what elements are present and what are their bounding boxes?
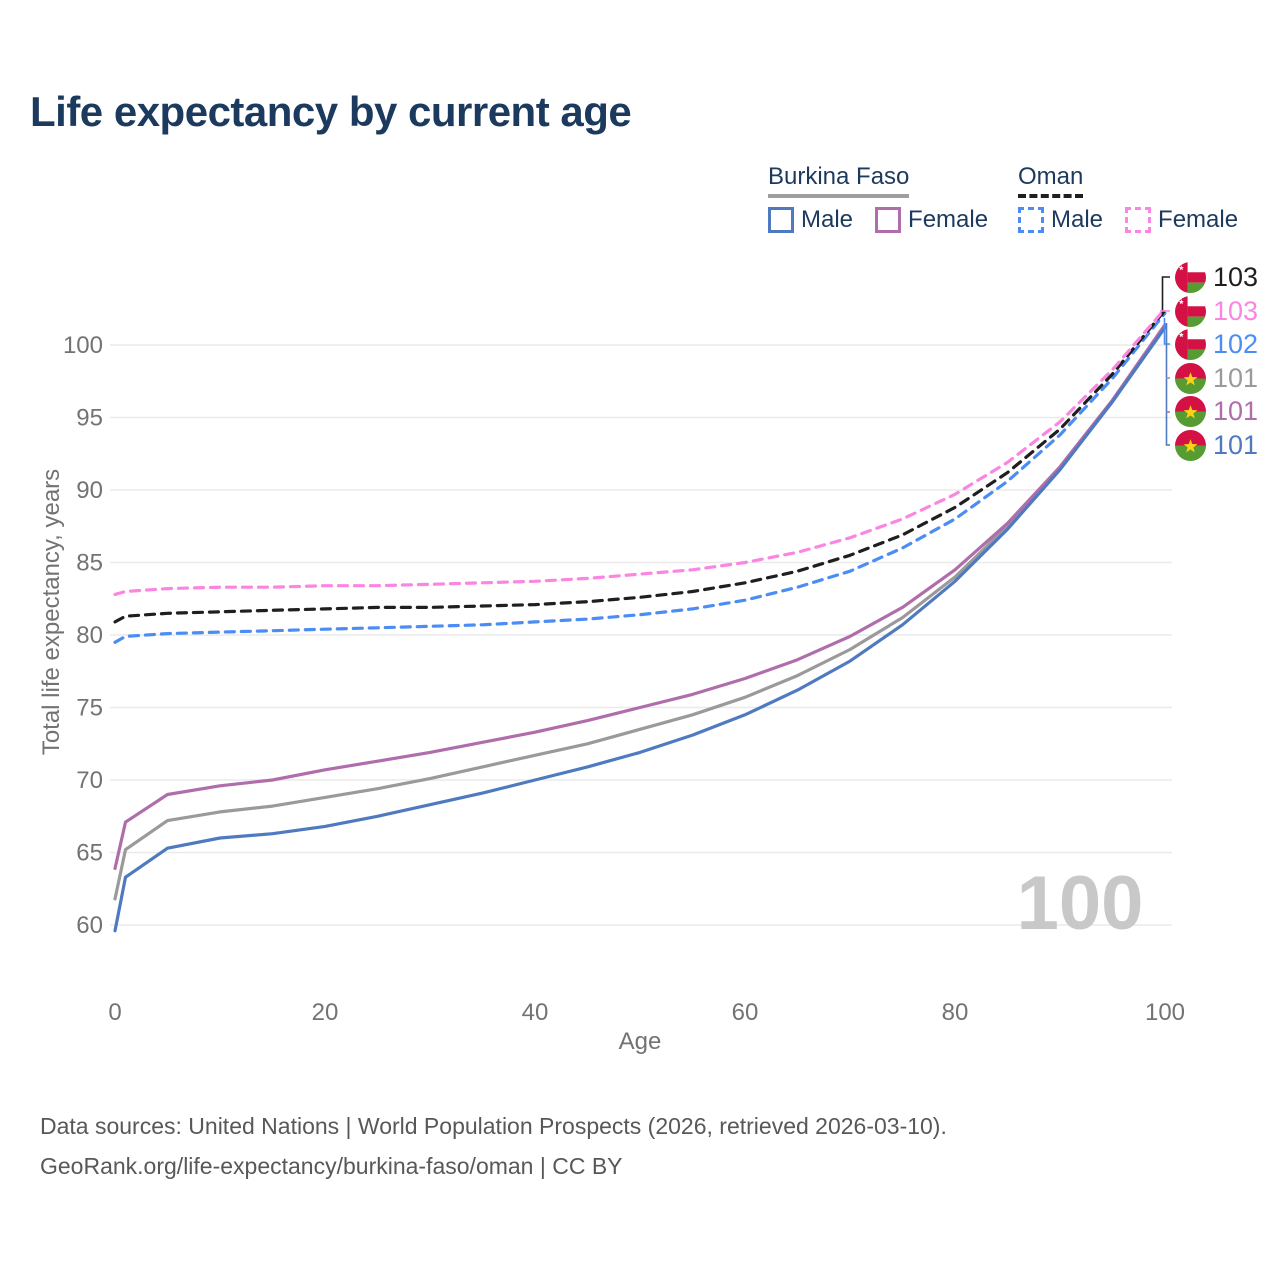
- y-tick-label: 80: [76, 622, 103, 649]
- legend-group-title-oman: Oman: [1018, 163, 1084, 198]
- x-tick-label: 60: [732, 999, 759, 1026]
- annotation-row-oman-male: 102: [1175, 328, 1258, 360]
- annotation-row-oman-female: 103: [1175, 295, 1258, 327]
- x-tick-label: 20: [312, 999, 339, 1026]
- label-connector: [1161, 276, 1170, 316]
- burkina-faso-flag-icon: [1175, 362, 1206, 394]
- annotation-row-burkina-faso-female: 101: [1175, 395, 1258, 427]
- annotation-row-burkina-faso-male: 101: [1175, 429, 1258, 461]
- y-tick-label: 85: [76, 550, 103, 577]
- legend-item-label: Male: [1051, 206, 1104, 233]
- data-sources-text: Data sources: United Nations | World Pop…: [40, 1113, 947, 1139]
- oman-flag-icon: [1175, 295, 1206, 327]
- annotation-value: 102: [1213, 329, 1259, 359]
- attribution-text: GeoRank.org/life-expectancy/burkina-faso…: [40, 1153, 623, 1179]
- legend-group-title-burkina-faso: Burkina Faso: [768, 163, 910, 198]
- label-connector: [1163, 318, 1170, 345]
- y-tick-label: 70: [76, 767, 103, 794]
- legend-item-burkina-faso-male[interactable]: Male: [768, 206, 853, 234]
- age-watermark: 100: [1016, 861, 1144, 946]
- legend-item-burkina-faso-female[interactable]: Female: [875, 206, 988, 234]
- legend-group-burkina-faso: Burkina Faso Male Female: [768, 163, 988, 234]
- y-axis-title: Total life expectancy, years: [38, 468, 65, 756]
- legend-item-oman-male[interactable]: Male: [1018, 206, 1103, 234]
- series-line-oman-both: [113, 308, 1167, 624]
- legend-item-label: Male: [801, 206, 854, 233]
- legend-item-label: Female: [908, 206, 989, 233]
- legend-group-oman: Oman Male Female: [1018, 163, 1238, 234]
- x-tick-label: 0: [108, 999, 121, 1026]
- annotation-value: 101: [1213, 396, 1259, 426]
- y-tick-label: 100: [63, 332, 103, 359]
- annotation-value: 103: [1213, 262, 1259, 292]
- annotation-value: 103: [1213, 296, 1259, 326]
- series-line-burkina-faso-both: [113, 324, 1167, 901]
- label-connector: [1165, 323, 1170, 446]
- annotation-value: 101: [1213, 430, 1259, 460]
- oman-flag-icon: [1175, 328, 1206, 360]
- annotation-value: 101: [1213, 363, 1259, 393]
- series-line-burkina-faso-male: [113, 326, 1167, 933]
- series-line-burkina-faso-female: [113, 323, 1167, 871]
- dashed-line-swatch-icon: [1018, 207, 1044, 233]
- y-tick-label: 65: [76, 840, 103, 867]
- burkina-faso-flag-icon: [1175, 429, 1206, 461]
- y-tick-label: 75: [76, 695, 103, 722]
- annotation-row-oman-both: 103: [1175, 261, 1258, 293]
- y-tick-label: 95: [76, 405, 103, 432]
- page-title: Life expectancy by current age: [30, 88, 632, 135]
- x-tick-label: 40: [522, 999, 549, 1026]
- solid-line-swatch-icon: [875, 207, 902, 233]
- annotation-row-burkina-faso-both: 101: [1175, 362, 1258, 394]
- y-tick-label: 90: [76, 477, 103, 504]
- burkina-faso-flag-icon: [1175, 395, 1206, 427]
- series-line-oman-male: [113, 311, 1167, 644]
- x-axis-title: Age: [618, 1028, 662, 1055]
- solid-line-swatch-icon: [768, 207, 794, 233]
- footer: Data sources: United Nations | World Pop…: [40, 1106, 947, 1186]
- series-line-oman-female: [113, 307, 1167, 597]
- x-tick-label: 80: [942, 999, 969, 1026]
- dashed-line-swatch-icon: [1125, 207, 1152, 233]
- legend-item-label: Female: [1158, 206, 1239, 233]
- legend-item-oman-female[interactable]: Female: [1125, 206, 1238, 234]
- x-tick-label: 100: [1145, 999, 1185, 1026]
- y-tick-label: 60: [76, 912, 103, 939]
- oman-flag-icon: [1175, 261, 1206, 293]
